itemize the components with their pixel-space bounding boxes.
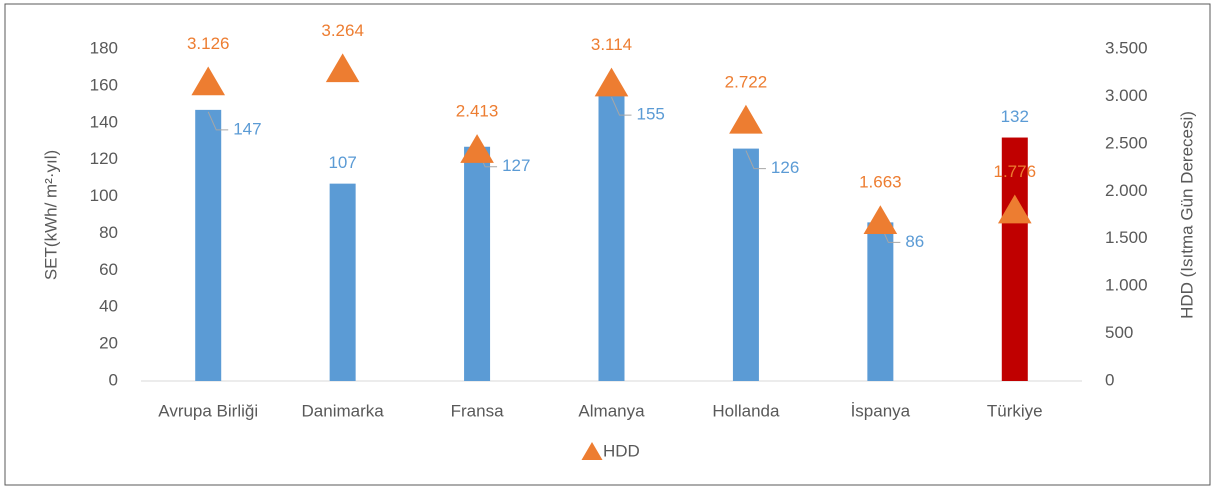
bar — [1001, 137, 1028, 381]
marker — [863, 205, 898, 235]
legend-label: HDD — [603, 441, 640, 460]
y-tick-label: 180 — [90, 38, 118, 57]
bar — [598, 95, 625, 381]
bar-value-label: 86 — [905, 232, 924, 251]
y-tick-label: 60 — [99, 260, 118, 279]
marker — [191, 66, 226, 96]
y2-tick-label: 2.000 — [1105, 181, 1148, 200]
y2-axis-label: HDD (Isıtma Gün Derecesi) — [1177, 111, 1196, 319]
y-tick-label: 140 — [90, 112, 118, 131]
marker-value-label: 2.413 — [456, 102, 499, 121]
bar-value-label: 126 — [771, 158, 799, 177]
marker — [325, 53, 360, 83]
bar-value-label: 107 — [328, 153, 356, 172]
y-tick-label: 0 — [109, 370, 118, 389]
legend-marker — [581, 442, 603, 460]
x-tick-label: Danimarka — [302, 401, 385, 420]
y-tick-label: 40 — [99, 297, 118, 316]
marker — [460, 134, 494, 163]
y2-tick-label: 1.000 — [1105, 276, 1148, 295]
marker — [594, 67, 629, 97]
bar-value-label: 155 — [637, 105, 665, 124]
x-tick-label: Hollanda — [712, 401, 780, 420]
bar — [195, 109, 222, 381]
bar — [329, 183, 356, 381]
marker-value-label: 2.722 — [725, 72, 768, 91]
x-tick-label: Almanya — [578, 401, 645, 420]
marker-value-label: 1.663 — [859, 173, 902, 192]
leader-line — [611, 96, 632, 116]
marker-value-label: 3.114 — [591, 35, 632, 54]
marker-value-label: 3.126 — [187, 34, 230, 53]
y2-tick-label: 1.500 — [1105, 228, 1148, 247]
y-tick-label: 100 — [90, 186, 118, 205]
bar — [867, 222, 894, 381]
y2-tick-label: 3.500 — [1105, 38, 1148, 57]
x-tick-label: İspanya — [851, 401, 911, 420]
y-tick-label: 160 — [90, 75, 118, 94]
leader-line — [745, 150, 766, 170]
bar — [732, 148, 759, 381]
y2-tick-label: 2.500 — [1105, 133, 1148, 152]
y2-tick-label: 3.000 — [1105, 86, 1148, 105]
y-tick-label: 120 — [90, 149, 118, 168]
bar-value-label: 147 — [233, 119, 261, 138]
y-tick-label: 20 — [99, 334, 118, 353]
leader-line — [207, 111, 229, 131]
bar-value-label: 132 — [1001, 107, 1029, 126]
y2-tick-label: 500 — [1105, 323, 1133, 342]
bar — [464, 146, 491, 381]
y-axis-label: SET(kWh/ m²·yıl) — [41, 150, 60, 280]
x-tick-label: Fransa — [451, 401, 504, 420]
marker-value-label: 3.264 — [321, 21, 364, 40]
y-tick-label: 80 — [99, 223, 118, 242]
marker-value-label: 1.776 — [994, 162, 1037, 181]
marker — [997, 194, 1032, 224]
bar-value-label: 127 — [502, 156, 530, 175]
y2-tick-label: 0 — [1105, 370, 1114, 389]
marker — [729, 104, 763, 134]
x-tick-label: Avrupa Birliği — [158, 401, 258, 420]
x-tick-label: Türkiye — [987, 401, 1043, 420]
